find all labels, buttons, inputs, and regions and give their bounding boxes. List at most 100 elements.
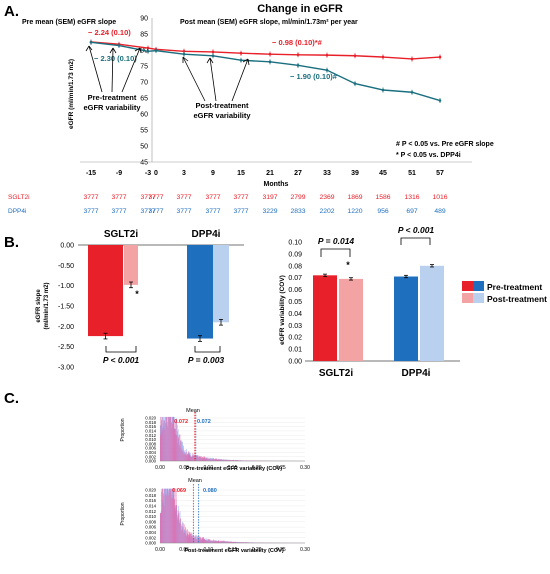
bar-dpp4i-pre — [187, 245, 213, 339]
c1-mean-value-blue: 0.072 — [197, 419, 211, 425]
b2-y-axis-label: eGFR variability (COV) — [279, 275, 286, 345]
data-point — [183, 53, 186, 56]
y-tick-label: 0.006 — [145, 446, 156, 451]
y-tick-label: 75 — [140, 64, 148, 71]
b1-pvalue-sglt2i: P < 0.001 — [103, 355, 140, 365]
y-tick-label: 0.10 — [288, 240, 302, 247]
legend-swatch-pre-red — [462, 281, 473, 291]
y-tick-label: 0.018 — [145, 420, 156, 425]
at-risk-value-sglt2i: 1016 — [432, 194, 447, 201]
y-tick-label: 70 — [140, 80, 148, 87]
y-tick-label: 0.02 — [288, 335, 302, 342]
x-tick-label: 0 — [154, 170, 158, 177]
x-tick-label: 3 — [182, 170, 186, 177]
post-variability-label-2: eGFR variability — [193, 111, 251, 120]
b2-category-sglt2i: SGLT2i — [319, 368, 353, 379]
x-tick-label: -3 — [145, 170, 151, 177]
pre-slope-sglt2i: − 2.24 (0.10) — [88, 28, 131, 37]
bar-sglt2i-pre — [313, 275, 337, 361]
b2-bracket-sglt2i — [321, 249, 350, 257]
legend-swatch-post-blue — [473, 293, 484, 303]
data-point — [297, 54, 300, 57]
at-risk-value-sglt2i: 3197 — [262, 194, 277, 201]
at-risk-label-dpp4i: DPP4i — [8, 208, 26, 215]
y-tick-label: 0.000 — [145, 541, 156, 546]
data-point — [297, 64, 300, 67]
panel-b-variability-chart: eGFR variability (COV) 0.00 0.01 0.02 0.03 0… — [279, 225, 547, 379]
chart-title: Change in eGFR — [257, 3, 343, 15]
pre-slope-title: Pre mean (SEM) eGFR slope — [22, 19, 116, 26]
y-tick-label: 0.002 — [145, 454, 156, 459]
at-risk-value-sglt2i: 2369 — [319, 194, 334, 201]
b2-star: * — [346, 260, 350, 270]
y-tick-label: 0.004 — [145, 530, 156, 535]
at-risk-value-dpp4i: 489 — [434, 208, 446, 215]
at-risk-value-sglt2i: 3777 — [205, 194, 220, 201]
bar-sglt2i-pre — [88, 245, 123, 336]
data-point — [382, 89, 385, 92]
bars — [88, 245, 229, 341]
x-tick-label: -9 — [116, 170, 122, 177]
c2-x-axis-label: Post-treatment eGFR variability (COV) — [184, 548, 283, 554]
c1-x-axis-label: Pre-treatment eGFR variability (COV) — [186, 466, 282, 472]
b1-y-axis-label-2: (ml/min/1.73 m2) — [44, 282, 50, 329]
x-tick-label: 0.00 — [155, 465, 165, 471]
y-tick-label: 0.010 — [145, 437, 156, 442]
at-risk-value-dpp4i: 3777 — [111, 208, 126, 215]
at-risk-value-dpp4i: 3777 — [148, 208, 163, 215]
data-point — [439, 99, 442, 102]
data-point — [411, 58, 414, 61]
y-tick-label: 0.020 — [145, 488, 156, 493]
data-point — [326, 54, 329, 57]
bars — [313, 265, 444, 361]
y-tick-label: 0.016 — [145, 498, 156, 503]
x-tick-label: 9 — [211, 170, 215, 177]
c1-mean-value-red: 0.072 — [174, 419, 188, 425]
panel-a-line-chart: Change in eGFR Pre mean (SEM) eGFR slope… — [8, 3, 494, 215]
legend: Pre-treatment Post-treatment — [462, 281, 547, 304]
y-tick-label: 65 — [140, 96, 148, 103]
y-tick-label: 0.014 — [145, 429, 156, 434]
series-line-dpp4i — [91, 42, 440, 100]
c1-y-axis-label: Proportion — [120, 418, 126, 441]
y-tick-label: 0.00 — [288, 359, 302, 366]
y-ticks: 0.000.010.020.030.040.050.060.070.080.09… — [288, 240, 302, 366]
post-slope-sglt2i: − 0.98 (0.10)*# — [272, 38, 323, 47]
b1-category-sglt2i: SGLT2i — [104, 229, 138, 240]
mean-lines — [195, 412, 196, 461]
y-tick-label: -0.50 — [58, 263, 74, 270]
c1-mean-title: Mean — [186, 408, 200, 414]
x-tick-label: 45 — [379, 170, 387, 177]
data-point — [411, 91, 414, 94]
y-tick-label: 0.00 — [60, 243, 74, 250]
at-risk-value-dpp4i: 1220 — [347, 208, 362, 215]
y-tick-label: 0.020 — [145, 416, 156, 421]
legend-label-pre: Pre-treatment — [487, 282, 542, 292]
b2-category-dpp4i: DPP4i — [402, 368, 431, 379]
histogram-bars — [160, 489, 305, 543]
b1-bracket-sglt2i — [106, 346, 136, 352]
y-tick-label: 0.000 — [145, 459, 156, 464]
at-risk-value-sglt2i: 3777 — [111, 194, 126, 201]
y-tick-label: 0.03 — [288, 323, 302, 330]
data-point — [354, 82, 357, 85]
data-point — [439, 56, 442, 59]
y-tick-label: 50 — [140, 144, 148, 151]
y-tick-label: 0.09 — [288, 251, 302, 258]
panel-c-post-histogram: Proportion 0.0000.0020.0040.0060.0080.01… — [120, 478, 310, 554]
c2-mean-title: Mean — [188, 478, 202, 484]
b1-category-dpp4i: DPP4i — [192, 229, 221, 240]
x-tick-label: 21 — [266, 170, 274, 177]
y-tick-label: 0.01 — [288, 347, 302, 354]
x-axis-label: Months — [264, 181, 289, 188]
at-risk-value-dpp4i: 2833 — [290, 208, 305, 215]
y-tick-label: 0.08 — [288, 263, 302, 270]
at-risk-value-sglt2i: 1586 — [375, 194, 390, 201]
data-point — [90, 41, 93, 44]
legend-swatch-pre-blue — [473, 281, 484, 291]
x-tick-label: 0.00 — [155, 547, 165, 553]
x-tick-label: 0.30 — [300, 547, 310, 553]
panel-label-c: C. — [4, 390, 19, 407]
